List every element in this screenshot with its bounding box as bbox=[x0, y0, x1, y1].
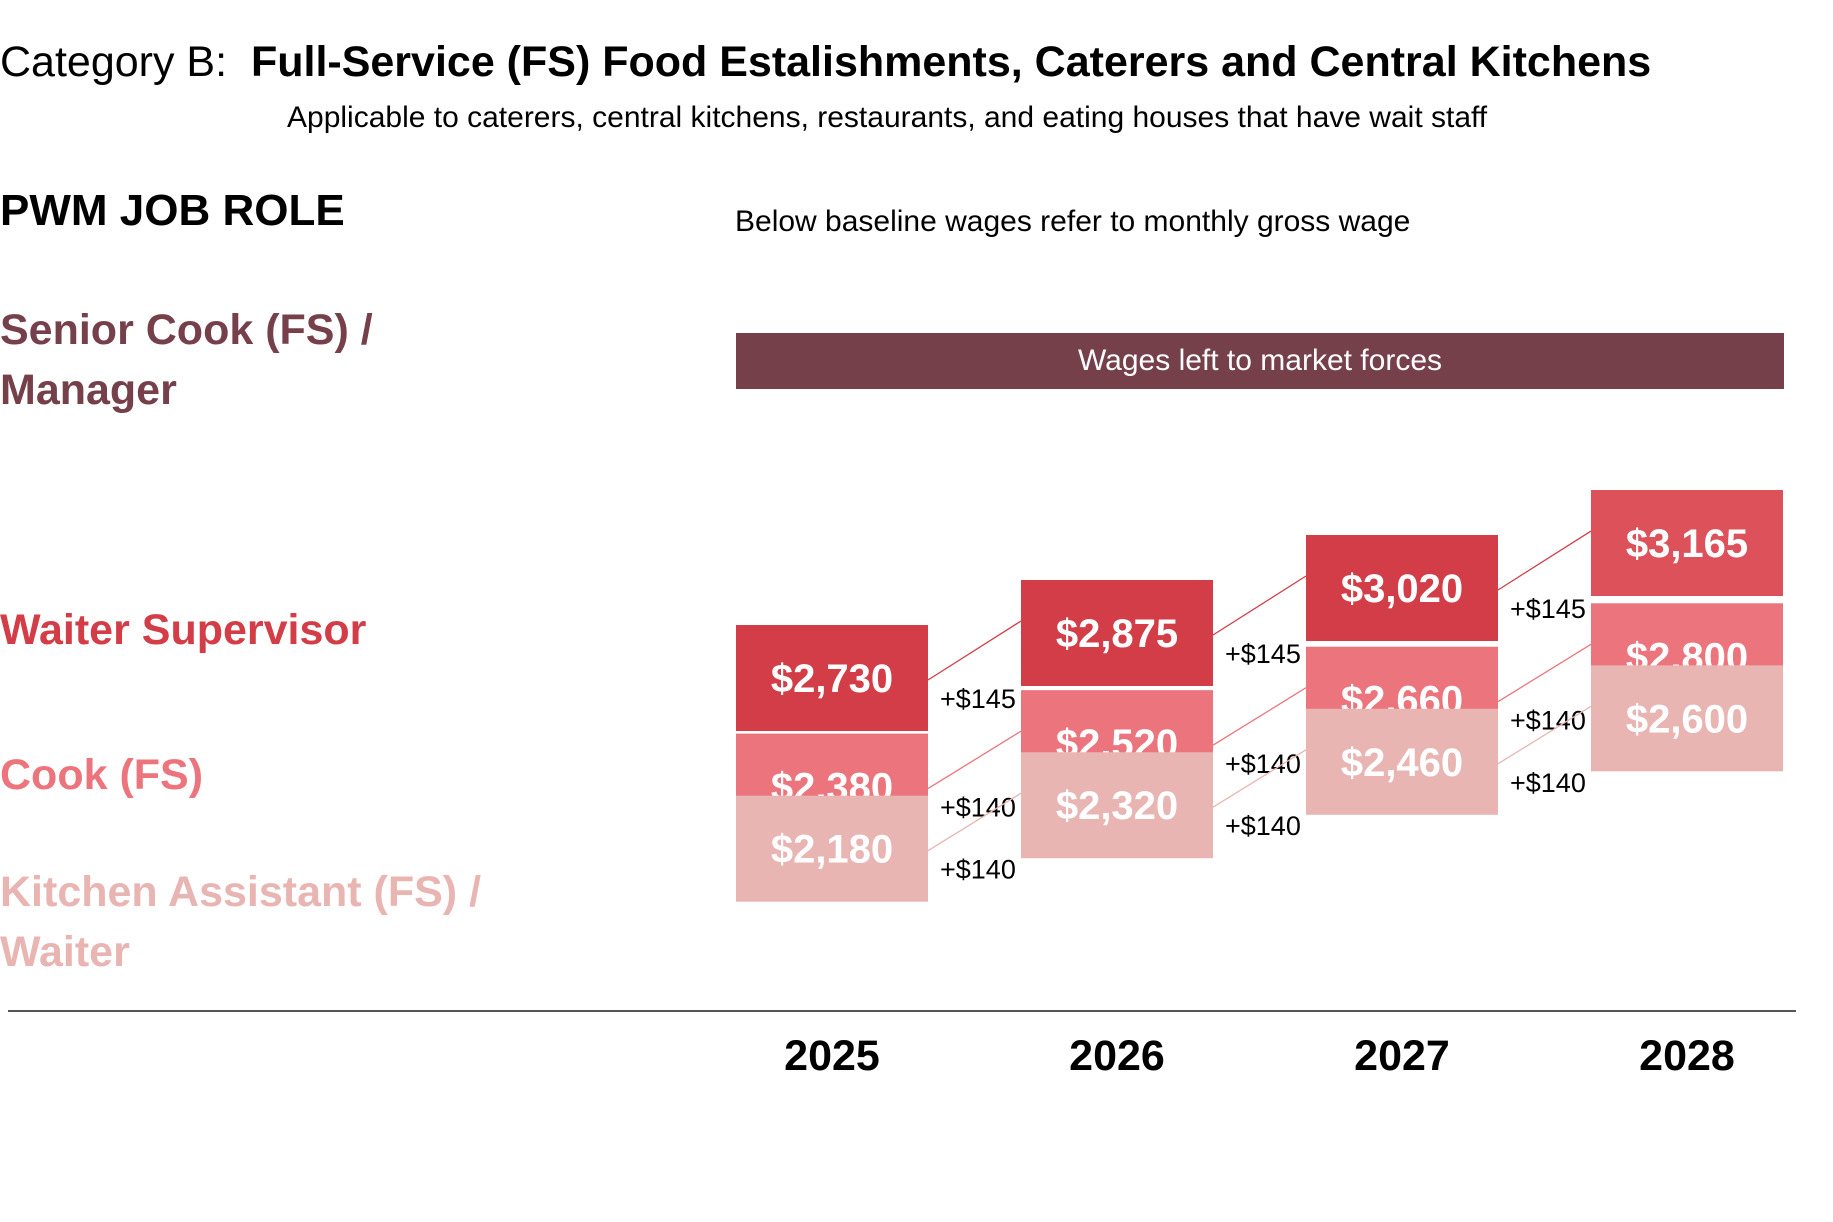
data-label-kitchen-assistant-fs-waiter-2027: $2,460 bbox=[1341, 741, 1463, 785]
connector-waiter-supervisor-0 bbox=[927, 620, 1022, 681]
connector-waiter-supervisor-1 bbox=[1212, 575, 1307, 636]
data-label-waiter-supervisor-2025: $2,730 bbox=[771, 657, 893, 701]
x-axis-baseline bbox=[8, 1010, 1796, 1012]
x-tick-label-2028: 2028 bbox=[1639, 1032, 1735, 1080]
market-forces-label: Wages left to market forces bbox=[1077, 344, 1442, 377]
bar-kitchen-assistant-fs-waiter-2028 bbox=[1591, 665, 1783, 772]
market-forces-banner: Wages left to market forces bbox=[736, 333, 1784, 389]
chart-subtitle: Applicable to caterers, central kitchens… bbox=[287, 101, 1488, 134]
data-label-kitchen-assistant-fs-waiter-2026: $2,320 bbox=[1056, 784, 1178, 828]
increment-label-cook-fs-1: +$140 bbox=[1225, 749, 1301, 779]
connector-cook-fs-1 bbox=[1212, 687, 1307, 746]
increment-label-cook-fs-0: +$140 bbox=[940, 793, 1016, 823]
x-tick-label-2027: 2027 bbox=[1354, 1032, 1450, 1080]
connector-cook-fs-2 bbox=[1497, 643, 1592, 703]
increment-label-waiter-supervisor-0: +$145 bbox=[940, 684, 1016, 714]
increment-label-cook-fs-2: +$140 bbox=[1510, 706, 1586, 736]
bar-waiter-supervisor-2025 bbox=[736, 625, 928, 731]
bar-kitchen-assistant-fs-waiter-2026 bbox=[1021, 752, 1213, 859]
connector-kitchen-assistant-fs-waiter-0 bbox=[927, 792, 1022, 852]
bar-kitchen-assistant-fs-waiter-2025 bbox=[736, 795, 928, 902]
role-label-kitchen-assistant: Kitchen Assistant (FS) / Waiter bbox=[0, 868, 482, 976]
increment-label-kitchen-assistant-fs-waiter-2: +$140 bbox=[1510, 768, 1586, 798]
connector-kitchen-assistant-fs-waiter-2 bbox=[1497, 705, 1592, 765]
bar-kitchen-assistant-fs-waiter-2027 bbox=[1306, 708, 1498, 815]
connector-waiter-supervisor-2 bbox=[1497, 530, 1592, 591]
chart-note: Below baseline wages refer to monthly gr… bbox=[735, 205, 1411, 238]
role-label-cook: Cook (FS) bbox=[0, 751, 204, 799]
data-label-waiter-supervisor-2027: $3,020 bbox=[1341, 567, 1463, 611]
increment-label-waiter-supervisor-2: +$145 bbox=[1510, 594, 1586, 624]
role-label-waiter-supervisor: Waiter Supervisor bbox=[0, 606, 367, 654]
increment-label-kitchen-assistant-fs-waiter-0: +$140 bbox=[940, 855, 1016, 885]
data-label-kitchen-assistant-fs-waiter-2025: $2,180 bbox=[771, 828, 893, 872]
x-tick-label-2026: 2026 bbox=[1069, 1032, 1165, 1080]
data-label-waiter-supervisor-2026: $2,875 bbox=[1056, 612, 1178, 656]
connector-kitchen-assistant-fs-waiter-1 bbox=[1212, 749, 1307, 808]
increment-label-waiter-supervisor-1: +$145 bbox=[1225, 639, 1301, 669]
connector-cook-fs-0 bbox=[927, 730, 1022, 790]
x-tick-label-2025: 2025 bbox=[784, 1032, 880, 1080]
roles-header: PWM JOB ROLE bbox=[0, 186, 345, 235]
role-label-senior-cook: Senior Cook (FS) / Manager bbox=[0, 306, 373, 414]
bar-waiter-supervisor-2027 bbox=[1306, 535, 1498, 642]
chart-title: Category B: Full-Service (FS) Food Estal… bbox=[0, 34, 1651, 90]
data-label-waiter-supervisor-2028: $3,165 bbox=[1626, 522, 1748, 566]
title-prefix: Category B: bbox=[0, 38, 228, 86]
bar-waiter-supervisor-2028 bbox=[1591, 490, 1783, 597]
increment-label-kitchen-assistant-fs-waiter-1: +$140 bbox=[1225, 811, 1301, 841]
data-label-kitchen-assistant-fs-waiter-2028: $2,600 bbox=[1626, 697, 1748, 741]
bar-waiter-supervisor-2026 bbox=[1021, 580, 1213, 687]
title-main: Full-Service (FS) Food Estalishments, Ca… bbox=[250, 38, 1652, 86]
